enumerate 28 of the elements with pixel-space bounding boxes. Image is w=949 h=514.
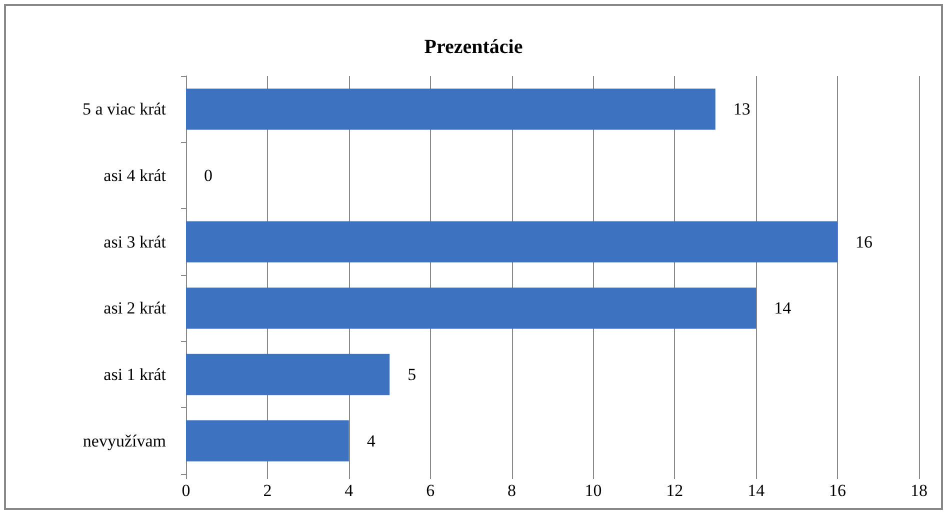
data-label: 0 — [204, 166, 212, 185]
x-tick-label: 8 — [508, 481, 516, 500]
bar — [186, 354, 390, 396]
x-tick-label: 12 — [666, 481, 684, 500]
y-tick-label: asi 1 krát — [104, 365, 166, 384]
x-tick-label: 18 — [910, 481, 928, 500]
x-tick-label: 14 — [748, 481, 766, 500]
data-label: 13 — [733, 100, 750, 119]
y-tick-label: asi 4 krát — [104, 166, 166, 185]
data-label: 14 — [774, 298, 792, 318]
x-tick-label: 2 — [263, 481, 272, 500]
bar — [186, 288, 756, 329]
x-tick-label: 10 — [584, 481, 602, 500]
data-label: 16 — [856, 232, 873, 252]
bar — [186, 420, 349, 462]
x-tick-label: 6 — [426, 481, 435, 500]
bar — [186, 221, 838, 262]
x-tick-label: 16 — [829, 481, 846, 500]
y-tick-label: asi 2 krát — [104, 298, 166, 318]
data-label: 5 — [408, 365, 416, 384]
data-label: 4 — [366, 431, 376, 450]
bar — [186, 88, 716, 130]
x-tick-label: 4 — [344, 481, 354, 500]
y-tick-label: asi 3 krát — [104, 232, 166, 252]
y-tick-label: nevyužívam — [82, 431, 166, 450]
chart-title: Prezentácie — [424, 36, 523, 58]
x-tick-label: 0 — [182, 481, 190, 500]
y-tick-label: 5 a viac krát — [82, 100, 166, 119]
